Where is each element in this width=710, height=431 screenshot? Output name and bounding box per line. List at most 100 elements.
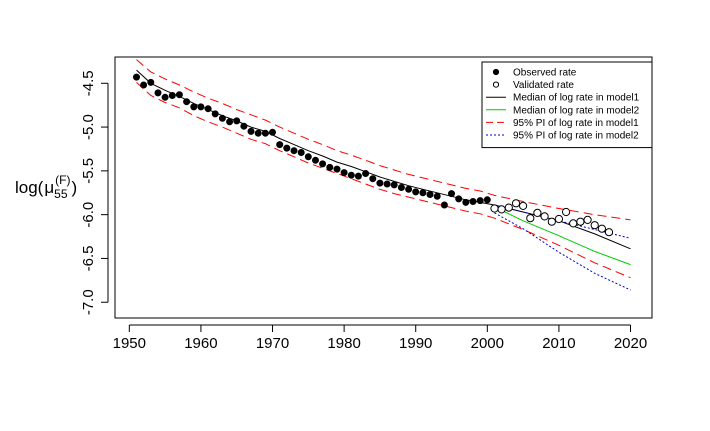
- observed-point-2000: [483, 196, 491, 204]
- x-tick-label-2020: 2020: [614, 335, 647, 352]
- series-line-median-of-log-rate-in-model2: [494, 206, 631, 266]
- observed-point-1978: [326, 163, 334, 171]
- x-tick-label-1970: 1970: [256, 335, 289, 352]
- observed-point-1993: [433, 192, 441, 200]
- observed-point-1982: [354, 172, 362, 180]
- y-tick-label-4: -5.0: [80, 114, 97, 140]
- legend-95-pi-of-log-rate-in-model1-label: 95% PI of log rate in model1: [513, 118, 639, 129]
- observed-point-1994: [440, 201, 448, 209]
- observed-point-1954: [154, 89, 162, 97]
- x-tick-label-2000: 2000: [471, 335, 504, 352]
- observed-point-1961: [204, 105, 212, 113]
- observed-point-1964: [226, 118, 234, 126]
- observed-point-1975: [304, 153, 312, 161]
- legend-validated-rate-symbol: [492, 81, 500, 88]
- observed-point-1956: [168, 92, 176, 99]
- observed-point-1999: [476, 197, 484, 205]
- observed-point-1957: [175, 91, 183, 99]
- axis-layer: 1950 1960 1970 1980 1990 2000 2010 2020 -7.0 -6.5…: [80, 70, 647, 352]
- observed-point-1989: [405, 185, 413, 193]
- y-label-log: log(: [15, 178, 44, 197]
- validated-point-2002: [497, 205, 506, 214]
- observed-point-1986: [383, 180, 391, 188]
- observed-point-1979: [333, 165, 341, 173]
- observed-point-1970: [269, 128, 276, 136]
- y-label-subscript: 55: [54, 187, 68, 201]
- observed-point-1984: [369, 175, 377, 183]
- validated-point-2009: [547, 217, 556, 226]
- observed-point-1991: [419, 189, 427, 197]
- x-tick-label-1950: 1950: [113, 335, 146, 352]
- observed-point-1973: [290, 147, 298, 155]
- observed-point-1995: [448, 190, 455, 198]
- observed-point-1965: [233, 117, 241, 125]
- observed-point-1987: [390, 181, 398, 189]
- observed-point-1983: [362, 170, 370, 177]
- validated-point-2014: [583, 215, 592, 224]
- observed-point-1976: [312, 156, 319, 164]
- validated-point-2015: [590, 221, 599, 230]
- observed-point-1953: [147, 78, 155, 86]
- validated-point-2007: [533, 208, 542, 217]
- validated-point-2013: [576, 217, 585, 226]
- observed-point-1992: [426, 191, 434, 198]
- plot-frame: [114, 56, 653, 319]
- legend-median-of-log-rate-in-model2-label: Median of log rate in model2: [513, 105, 640, 116]
- observed-point-1969: [261, 129, 269, 137]
- validated-point-2006: [526, 214, 535, 223]
- legend-observed-rate-label: Observed rate: [513, 68, 577, 79]
- series-line-95-pi-of-log-rate-in-model1-upper: [136, 59, 631, 221]
- validated-point-2010: [554, 214, 564, 224]
- observed-point-1958: [183, 98, 191, 106]
- observed-point-1980: [340, 169, 348, 177]
- y-label-close-paren: ): [71, 178, 77, 197]
- observed-point-1955: [161, 93, 169, 101]
- series-layer: [133, 59, 631, 291]
- legend-median-of-log-rate-in-model1-label: Median of log rate in model1: [513, 93, 640, 104]
- observed-point-1997: [462, 198, 470, 206]
- y-tick-label-2: -6.0: [80, 202, 97, 228]
- legend-validated-rate-label: Validated rate: [513, 80, 574, 91]
- observed-point-1974: [297, 149, 305, 156]
- validated-point-2001: [490, 204, 499, 213]
- validated-point-2016: [597, 224, 607, 233]
- x-tick-label-1960: 1960: [184, 335, 217, 352]
- x-tick-label-1990: 1990: [399, 335, 432, 352]
- series-line-95-pi-of-log-rate-in-model2-lower: [494, 212, 631, 291]
- observed-point-1951: [133, 73, 140, 81]
- observed-point-1990: [412, 188, 420, 196]
- validated-point-2004: [511, 199, 521, 208]
- y-axis-label: log(μ 55(F)): [15, 173, 77, 201]
- y-label-superscript: (F): [55, 173, 70, 187]
- validated-point-2003: [504, 203, 513, 212]
- observed-point-1981: [347, 171, 355, 179]
- y-label-mu: μ: [44, 178, 54, 197]
- validated-point-2005: [519, 201, 528, 210]
- observed-point-1972: [283, 144, 291, 152]
- x-tick-label-2010: 2010: [542, 335, 575, 352]
- observed-point-1998: [469, 198, 477, 205]
- observed-point-1985: [376, 179, 384, 187]
- validated-point-2008: [540, 212, 549, 221]
- observed-point-1952: [140, 81, 148, 89]
- y-tick-label-3: -5.5: [80, 158, 97, 184]
- observed-point-1988: [397, 184, 405, 191]
- legend-box: [481, 61, 653, 149]
- observed-point-1959: [190, 103, 198, 111]
- observed-point-1963: [218, 114, 226, 122]
- observed-point-1962: [211, 110, 219, 118]
- y-tick-label-5: -4.5: [80, 70, 97, 96]
- observed-point-1996: [455, 195, 463, 203]
- y-tick-label-1: -6.5: [80, 246, 97, 272]
- legend-95-pi-of-log-rate-in-model2-label: 95% PI of log rate in model2: [513, 131, 639, 142]
- legend-observed-rate-symbol: [492, 68, 500, 76]
- validated-point-2012: [569, 219, 578, 228]
- observed-point-1971: [276, 141, 284, 149]
- validated-point-2017: [604, 228, 614, 237]
- series-line-95-pi-of-log-rate-in-model1-lower: [136, 82, 631, 279]
- observed-point-1966: [240, 122, 248, 130]
- validated-point-2011: [562, 207, 571, 217]
